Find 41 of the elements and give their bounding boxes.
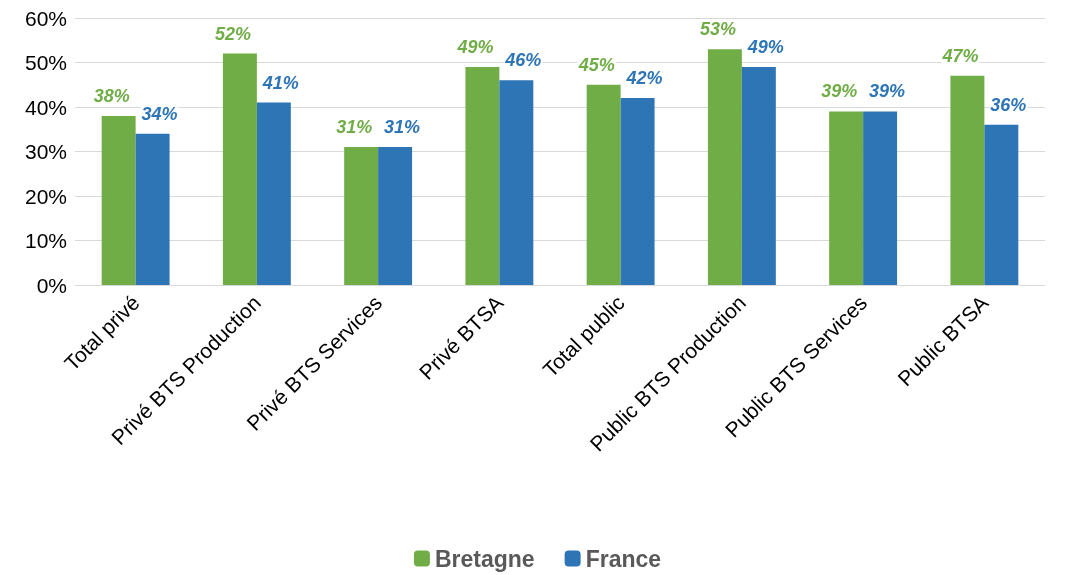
data-label: 47% — [941, 45, 979, 66]
data-label: 34% — [141, 103, 178, 124]
data-label: 31% — [336, 117, 373, 138]
bar — [829, 111, 864, 285]
bar — [586, 84, 621, 285]
bar — [984, 124, 1019, 285]
legend-label: France — [585, 545, 662, 572]
legend-label: Bretagne — [434, 545, 535, 572]
data-label: 31% — [384, 117, 421, 138]
y-tick-label: 60% — [24, 6, 67, 30]
data-label: 42% — [625, 68, 663, 89]
bar — [378, 147, 413, 285]
bar — [465, 66, 500, 285]
data-label: 45% — [577, 54, 615, 75]
y-tick-label: 10% — [24, 229, 67, 252]
data-label: 39% — [821, 81, 858, 102]
bar — [741, 66, 776, 285]
data-label: 52% — [214, 23, 251, 44]
data-label: 38% — [93, 85, 130, 106]
data-label: 39% — [869, 81, 906, 102]
data-label: 49% — [746, 36, 784, 57]
y-tick-label: 50% — [24, 51, 67, 74]
y-tick-label: 40% — [24, 95, 67, 119]
y-tick-label: 20% — [24, 184, 67, 208]
data-label: 53% — [699, 19, 736, 40]
bar — [707, 49, 742, 285]
bar — [863, 111, 898, 285]
bar — [950, 75, 985, 285]
bar — [499, 80, 534, 285]
y-tick-label: 30% — [24, 140, 67, 163]
bar — [222, 53, 257, 285]
data-label: 36% — [990, 94, 1027, 115]
bar — [620, 98, 655, 285]
y-tick-label: 0% — [36, 273, 67, 297]
bar — [344, 147, 379, 285]
data-label: 49% — [456, 36, 494, 57]
data-label: 46% — [504, 50, 542, 71]
bar — [135, 133, 170, 285]
data-label: 41% — [261, 72, 299, 93]
bar — [256, 102, 291, 285]
bar — [101, 115, 136, 285]
